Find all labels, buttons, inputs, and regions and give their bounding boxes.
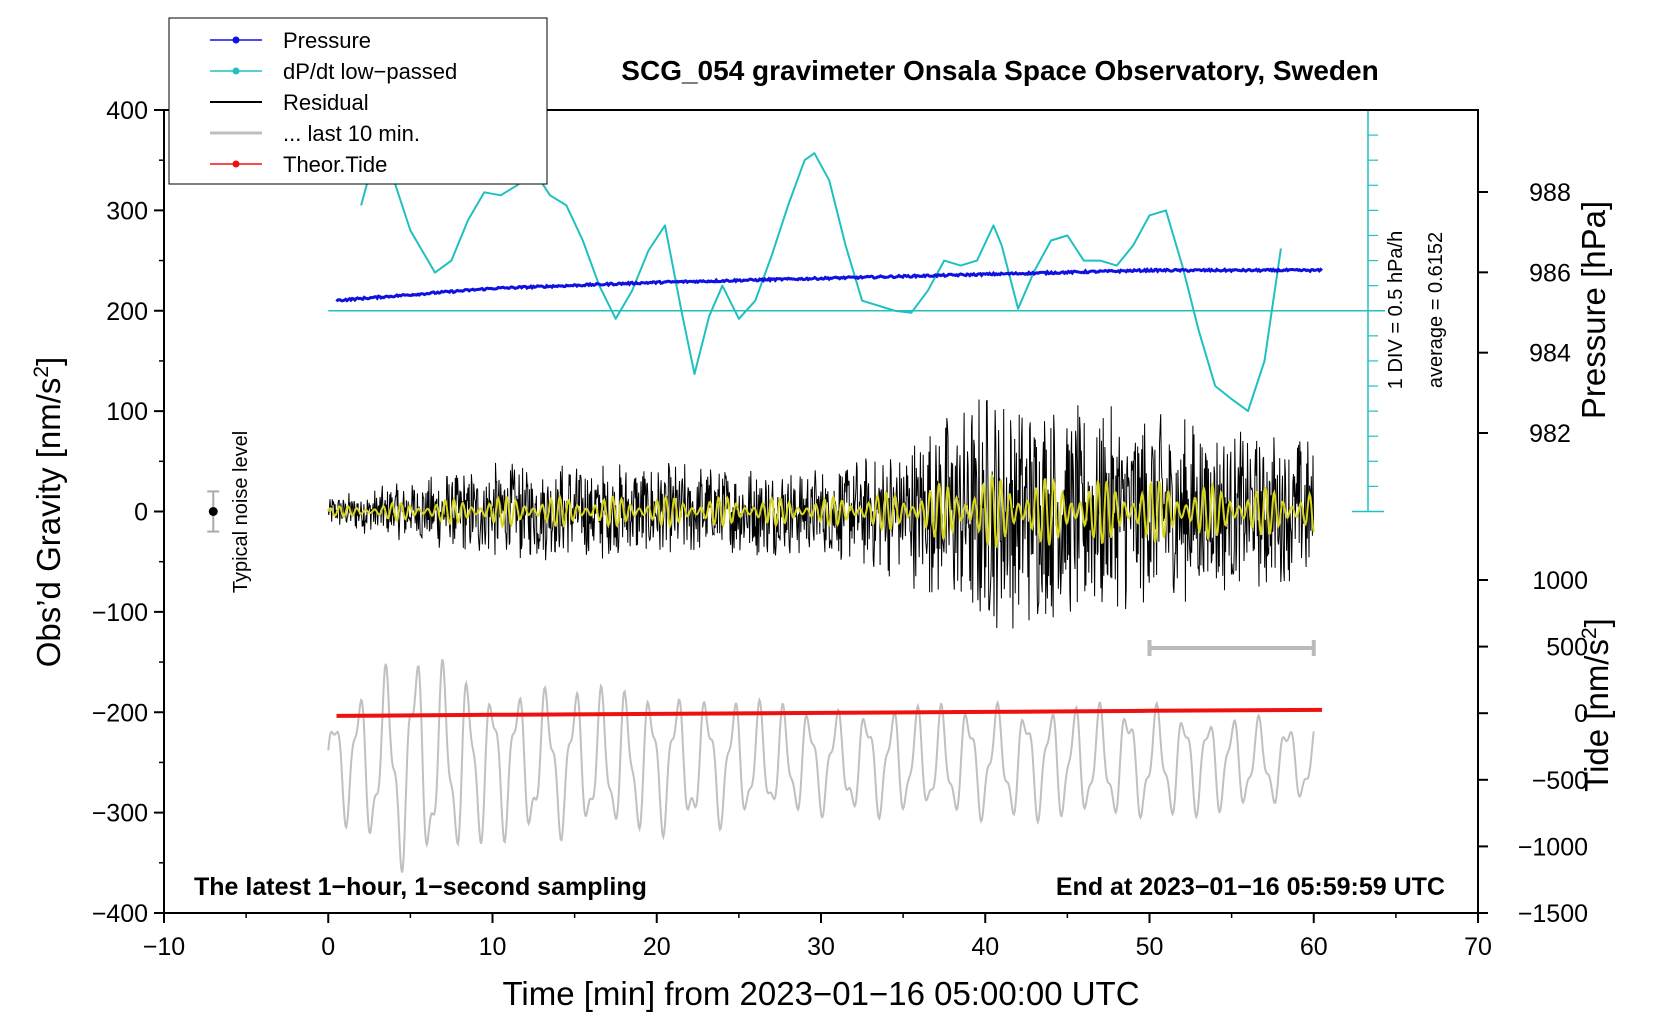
legend-marker-pressure (232, 36, 240, 44)
legend-label-last10: ... last 10 min. (283, 121, 420, 146)
x-tick-label-6: 50 (1136, 933, 1164, 961)
y-axis-left-title: Obs’d Gravity [nm/s2] (30, 357, 67, 668)
scale-label: 1 DIV = 0.5 hPa/h (1385, 231, 1407, 389)
legend-label-tide: Theor.Tide (283, 152, 387, 177)
legend-label-residual: Residual (283, 90, 369, 115)
tide-tick-label-2: 0 (1574, 700, 1588, 728)
x-axis-title: Time [min] from 2023−01−16 05:00:00 UTC (502, 975, 1139, 1012)
x-tick-label-1: 0 (321, 933, 335, 961)
y-axis-pressure-title: Pressure [hPa] (1575, 201, 1612, 419)
series-last10-line (327, 659, 1315, 873)
y-axis-tide-title-end: ] (1578, 618, 1615, 627)
series-layer (327, 109, 1385, 873)
pressure-tick-label-3: 982 (1529, 420, 1571, 448)
legend-marker-tide (232, 160, 240, 168)
tide-tick-label-1: 500 (1546, 634, 1588, 662)
y-axis-left-title-main: Obs’d Gravity [nm/s (30, 378, 67, 668)
y-axis-tide-title: Tide [nm/s2] (1578, 618, 1615, 792)
y-axis-left-title-end: ] (30, 357, 67, 366)
legend-marker-dpdt (232, 67, 240, 75)
noise-bar-point (208, 507, 218, 516)
x-tick-label-2: 10 (479, 933, 507, 961)
x-tick-label-8: 70 (1464, 933, 1492, 961)
tide-tick-label-3: −500 (1532, 767, 1588, 795)
y-left-tick-label-8: −400 (92, 900, 148, 928)
y-axis-tide-title-main: Tide [nm/s (1578, 639, 1615, 792)
y-left-tick-label-0: 400 (106, 97, 148, 125)
legend-label-dpdt: dP/dt low−passed (283, 59, 457, 84)
pressure-tick-label-1: 986 (1529, 259, 1571, 287)
series-tide-line (336, 707, 1323, 718)
x-tick-label-0: −10 (143, 933, 185, 961)
y-axis-pressure: 988 986 984 982 (1478, 179, 1571, 448)
y-axis-left-title-sup: 2 (30, 366, 53, 378)
average-label: average = 0.6152 (1425, 232, 1447, 388)
tide-tick-label-0: 1000 (1532, 567, 1588, 595)
note-right: End at 2023−01−16 05:59:59 UTC (1056, 873, 1445, 901)
series-residual-filtered-line (327, 474, 1315, 549)
pressure-tick-label-2: 984 (1529, 340, 1571, 368)
x-tick-label-5: 40 (971, 933, 999, 961)
x-axis: −10 0 10 20 30 40 50 60 70 (143, 913, 1492, 961)
y-axis-tide: 1000 500 0 −500 −1000 −1500 (1478, 567, 1588, 928)
x-tick-label-3: 20 (643, 933, 671, 961)
note-left: The latest 1−hour, 1−second sampling (194, 873, 647, 901)
ten-min-bar (1147, 640, 1316, 656)
noise-label: Typical noise level (230, 431, 252, 593)
pressure-tick-label-0: 988 (1529, 179, 1571, 207)
y-left-tick-label-4: 0 (134, 499, 148, 527)
y-left-tick-label-2: 200 (106, 298, 148, 326)
series-dpdt-line (360, 152, 1282, 413)
chart-title: SCG_054 gravimeter Onsala Space Observat… (621, 55, 1378, 86)
y-left-tick-label-6: −200 (92, 699, 148, 727)
y-axis-tide-title-sup: 2 (1578, 627, 1601, 639)
y-left-tick-label-3: 100 (106, 398, 148, 426)
legend: Pressure dP/dt low−passed Residual ... l… (168, 17, 548, 185)
y-left-tick-label-7: −300 (92, 800, 148, 828)
noise-bar (207, 490, 220, 533)
tide-tick-label-4: −1000 (1518, 833, 1588, 861)
x-tick-label-4: 30 (807, 933, 835, 961)
x-tick-label-7: 60 (1300, 933, 1328, 961)
y-left-tick-label-1: 300 (106, 197, 148, 225)
y-left-tick-label-5: −100 (92, 599, 148, 627)
series-pressure-line (335, 267, 1323, 303)
y-axis-left: 400 300 200 100 0 −100 −200 −300 −400 (92, 97, 164, 928)
tide-tick-label-5: −1500 (1518, 900, 1588, 928)
legend-label-pressure: Pressure (283, 28, 371, 53)
